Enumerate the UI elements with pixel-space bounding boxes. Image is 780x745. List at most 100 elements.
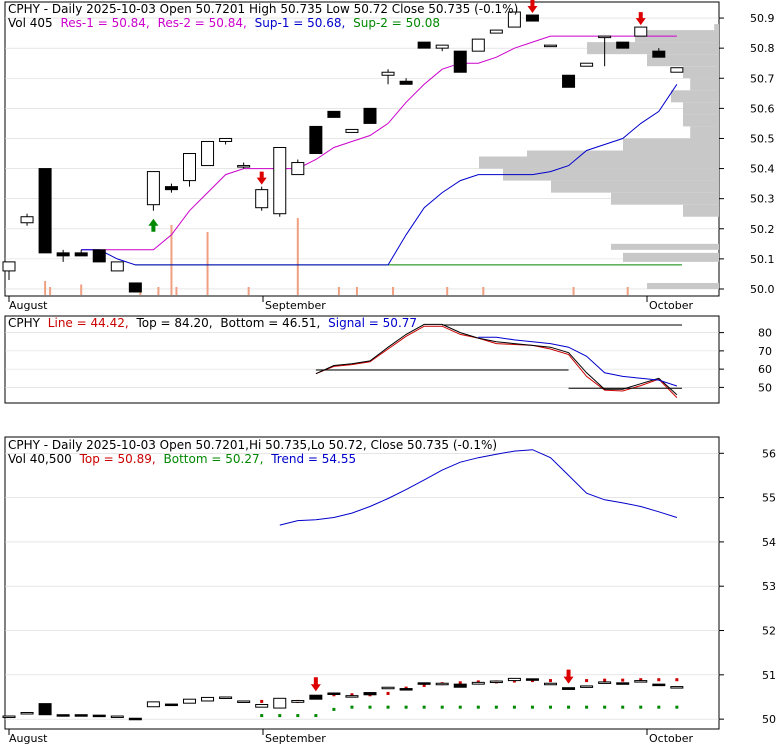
sell-arrow-icon	[635, 12, 646, 26]
candle-body	[562, 74, 576, 88]
volume-profile-bar	[503, 168, 719, 181]
trend-panel-title: CPHY - Daily 2025-10-03 Open 50.7201,Hi …	[8, 438, 497, 452]
candle-body	[345, 695, 359, 698]
price-panel-legend: Vol 405 Res-1 = 50.84, Res-2 = 50.84, Su…	[8, 16, 440, 30]
candle-body	[634, 680, 648, 683]
bottom-dot	[386, 705, 390, 709]
candle-body	[544, 682, 557, 686]
candle-body	[255, 704, 269, 708]
candle-body	[417, 41, 431, 49]
volume-bar	[337, 287, 340, 295]
x-label-september: September	[265, 299, 326, 312]
top-dot	[458, 681, 462, 685]
candle-body	[219, 137, 233, 142]
bottom-label: Bottom = 46.51,	[220, 316, 320, 330]
oscillator-signal-line	[478, 336, 678, 387]
trend-y-tick-label: 55	[762, 492, 776, 505]
buy-arrow-icon	[148, 218, 159, 232]
bottom-dot	[332, 707, 336, 711]
bottom-dot	[675, 705, 679, 709]
price-y-tick-label: 50.6	[750, 102, 775, 115]
volume-bar	[44, 281, 47, 295]
trend-series-line	[279, 449, 678, 526]
price-y-tick-label: 50.8	[750, 42, 775, 55]
trend-y-tick-label: 56	[762, 447, 776, 460]
bottom-dot	[278, 714, 282, 718]
oscillator-name: CPHY	[8, 316, 41, 330]
candle-body	[291, 162, 305, 176]
volume-label: Vol 405	[8, 16, 53, 30]
candle-body	[20, 216, 34, 224]
candle-body	[309, 125, 323, 155]
candle-body	[20, 711, 34, 715]
volume-bar	[482, 287, 485, 295]
price-panel-title: CPHY - Daily 2025-10-03 Open 50.7201 Hig…	[8, 2, 518, 16]
volume-profile-bar	[551, 180, 719, 193]
price-y-tick-label: 50.2	[750, 223, 775, 236]
volume-bar	[206, 232, 209, 295]
volume-profile-bar	[690, 126, 719, 139]
candle-body	[74, 252, 88, 257]
trend-panel-frame	[4, 436, 720, 730]
candle-body	[273, 697, 287, 709]
candle-body	[489, 29, 503, 34]
candle-body	[507, 11, 521, 28]
volume-bar	[175, 287, 178, 295]
x-label-october: October	[649, 299, 693, 312]
top-dot	[386, 691, 390, 695]
candle-body	[146, 701, 160, 708]
bottom-dot	[494, 705, 498, 709]
trend-y-tick-label: 53	[762, 580, 776, 593]
trend-mini-candles	[2, 677, 684, 721]
top-dot	[260, 699, 264, 703]
sell-arrow-icon	[310, 677, 321, 692]
support-line	[81, 84, 678, 266]
bottom-dot	[422, 705, 426, 709]
volume-bar	[572, 287, 575, 295]
oscillator-y-tick-label: 50	[758, 381, 772, 394]
top-dot	[585, 679, 589, 683]
volume-profile-bar	[683, 102, 719, 115]
trend-y-tick-label: 52	[762, 625, 776, 638]
candle-body	[183, 698, 196, 704]
price-y-tick-label: 50.0	[750, 283, 775, 296]
top-dot	[350, 693, 354, 697]
volume-bar	[392, 287, 395, 295]
resistance-line	[81, 35, 677, 251]
candle-body	[38, 168, 52, 254]
candle-body	[580, 685, 594, 688]
volume-profile-bar	[714, 24, 719, 31]
bottom-dot	[296, 714, 300, 718]
trend-panel-legend: Vol 40,500 Top = 50.89, Bottom = 50.27, …	[8, 452, 356, 466]
candle-body	[670, 67, 684, 73]
candle-body	[110, 261, 124, 272]
candle-body	[2, 261, 16, 272]
candle-body	[616, 682, 630, 685]
candle-body	[327, 692, 341, 695]
price-y-tick-label: 50.1	[750, 253, 775, 266]
x3-label-september: September	[265, 732, 326, 745]
candle-body	[309, 694, 323, 700]
volume-profile-bar	[611, 243, 719, 250]
bottom-dot	[639, 705, 643, 709]
volume-bar	[170, 225, 173, 295]
volume-profile-bar	[683, 66, 719, 79]
x3-label-august: August	[9, 732, 48, 745]
candle-body	[544, 44, 557, 48]
candle-body	[273, 146, 287, 215]
top-dot	[549, 679, 552, 683]
candle-body	[128, 282, 142, 293]
candle-body	[580, 62, 594, 67]
volume-profile-bar	[623, 138, 719, 151]
bottom-dot	[368, 705, 372, 709]
candle-body	[201, 140, 215, 167]
bottom-dot	[585, 705, 589, 709]
volume-profile-bar	[527, 150, 719, 157]
candle-body	[562, 687, 576, 690]
candle-body	[489, 680, 503, 684]
trend-bottom-label: Bottom = 50.27,	[164, 452, 264, 466]
x-label-august: August	[9, 299, 48, 312]
price-panel-grid	[5, 17, 719, 290]
oscillator-line-line	[315, 325, 678, 398]
bottom-dot	[314, 714, 318, 718]
